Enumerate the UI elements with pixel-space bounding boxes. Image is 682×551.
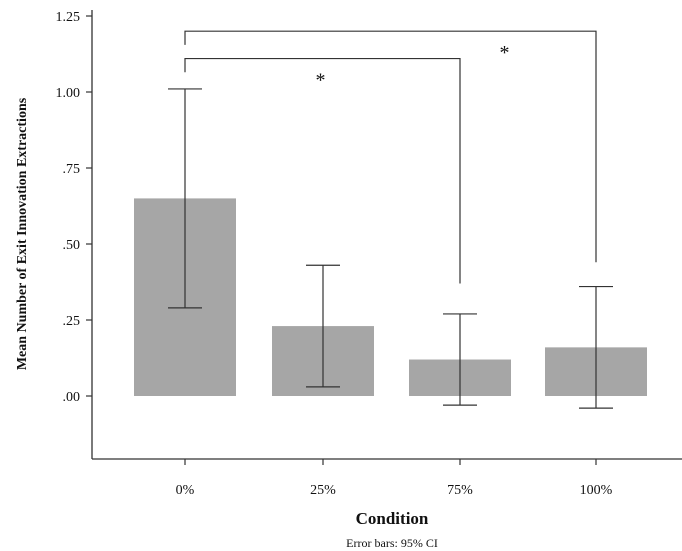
error-bar-note: Error bars: 95% CI bbox=[346, 536, 438, 550]
bars bbox=[134, 198, 647, 396]
significance-label: * bbox=[316, 70, 326, 92]
x-tick-label: 100% bbox=[580, 483, 613, 498]
y-ticks: .00 .25 .50 .75 1.00 1.25 bbox=[56, 10, 92, 405]
significance-bracket bbox=[184, 30, 597, 263]
x-tick-label: 0% bbox=[176, 483, 195, 498]
y-tick-label: 1.25 bbox=[56, 10, 81, 25]
y-tick-label: .25 bbox=[63, 314, 81, 329]
significance-brackets: ** bbox=[184, 30, 597, 284]
significance-bracket bbox=[184, 57, 461, 284]
y-tick-label: .75 bbox=[63, 162, 81, 177]
x-tick-label: 25% bbox=[310, 483, 336, 498]
y-tick-label: .00 bbox=[63, 390, 81, 405]
significance-label: * bbox=[500, 42, 510, 64]
y-tick-label: 1.00 bbox=[56, 86, 81, 101]
x-ticks: 0% 25% 75% 100% bbox=[176, 459, 613, 498]
y-axis-title: Mean Number of Exit Innovation Extractio… bbox=[15, 97, 30, 370]
error-bars bbox=[168, 88, 613, 409]
x-tick-label: 75% bbox=[447, 483, 473, 498]
y-tick-label: .50 bbox=[63, 238, 81, 253]
x-axis-title: Condition bbox=[356, 509, 429, 528]
plot-area bbox=[91, 10, 682, 460]
